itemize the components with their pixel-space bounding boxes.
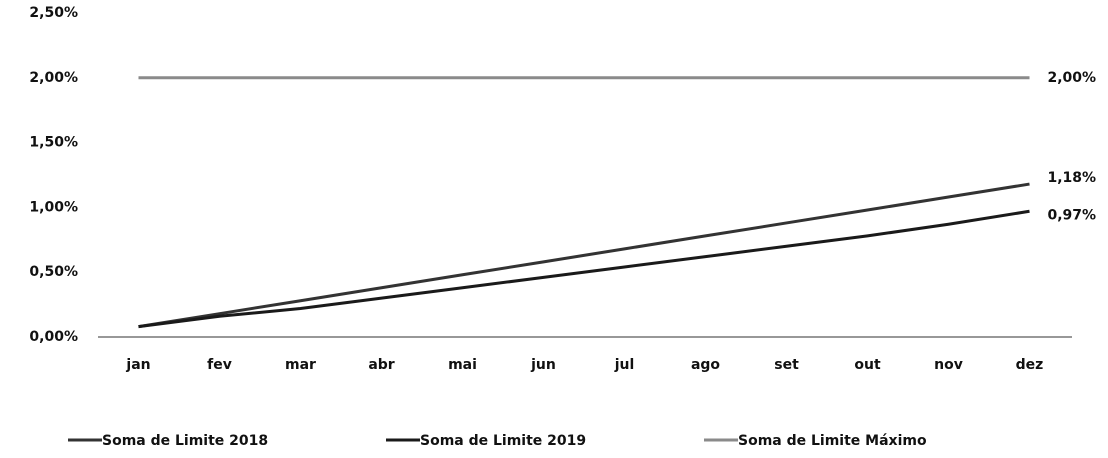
x-tick-label: jul xyxy=(614,357,635,373)
series-line xyxy=(138,182,1030,329)
x-tick-label: mar xyxy=(285,357,316,373)
series-line xyxy=(138,209,1030,329)
x-tick-label: out xyxy=(854,357,881,373)
x-tick-label: set xyxy=(774,357,799,373)
legend-label: Soma de Limite 2018 xyxy=(102,433,268,449)
y-tick-label: 0,50% xyxy=(29,264,78,280)
y-tick-label: 2,50% xyxy=(29,5,78,21)
y-tick-label: 1,50% xyxy=(29,135,78,151)
y-tick-label: 0,00% xyxy=(29,329,78,345)
x-tick-label: abr xyxy=(368,357,394,373)
x-tick-label: jan xyxy=(125,357,150,373)
x-tick-label: fev xyxy=(207,357,232,373)
y-tick-label: 2,00% xyxy=(29,70,78,86)
x-tick-label: nov xyxy=(934,357,963,373)
x-tick-label: ago xyxy=(691,357,720,373)
data-label: 1,18% xyxy=(1048,170,1097,186)
legend-label: Soma de Limite 2019 xyxy=(420,433,586,449)
x-tick-label: dez xyxy=(1016,357,1044,373)
x-tick-label: mai xyxy=(448,357,477,373)
data-label: 0,97% xyxy=(1048,207,1097,223)
data-label: 2,00% xyxy=(1048,70,1097,86)
y-tick-label: 1,00% xyxy=(29,199,78,215)
legend-label: Soma de Limite Máximo xyxy=(738,433,927,449)
x-tick-label: jun xyxy=(530,357,556,373)
